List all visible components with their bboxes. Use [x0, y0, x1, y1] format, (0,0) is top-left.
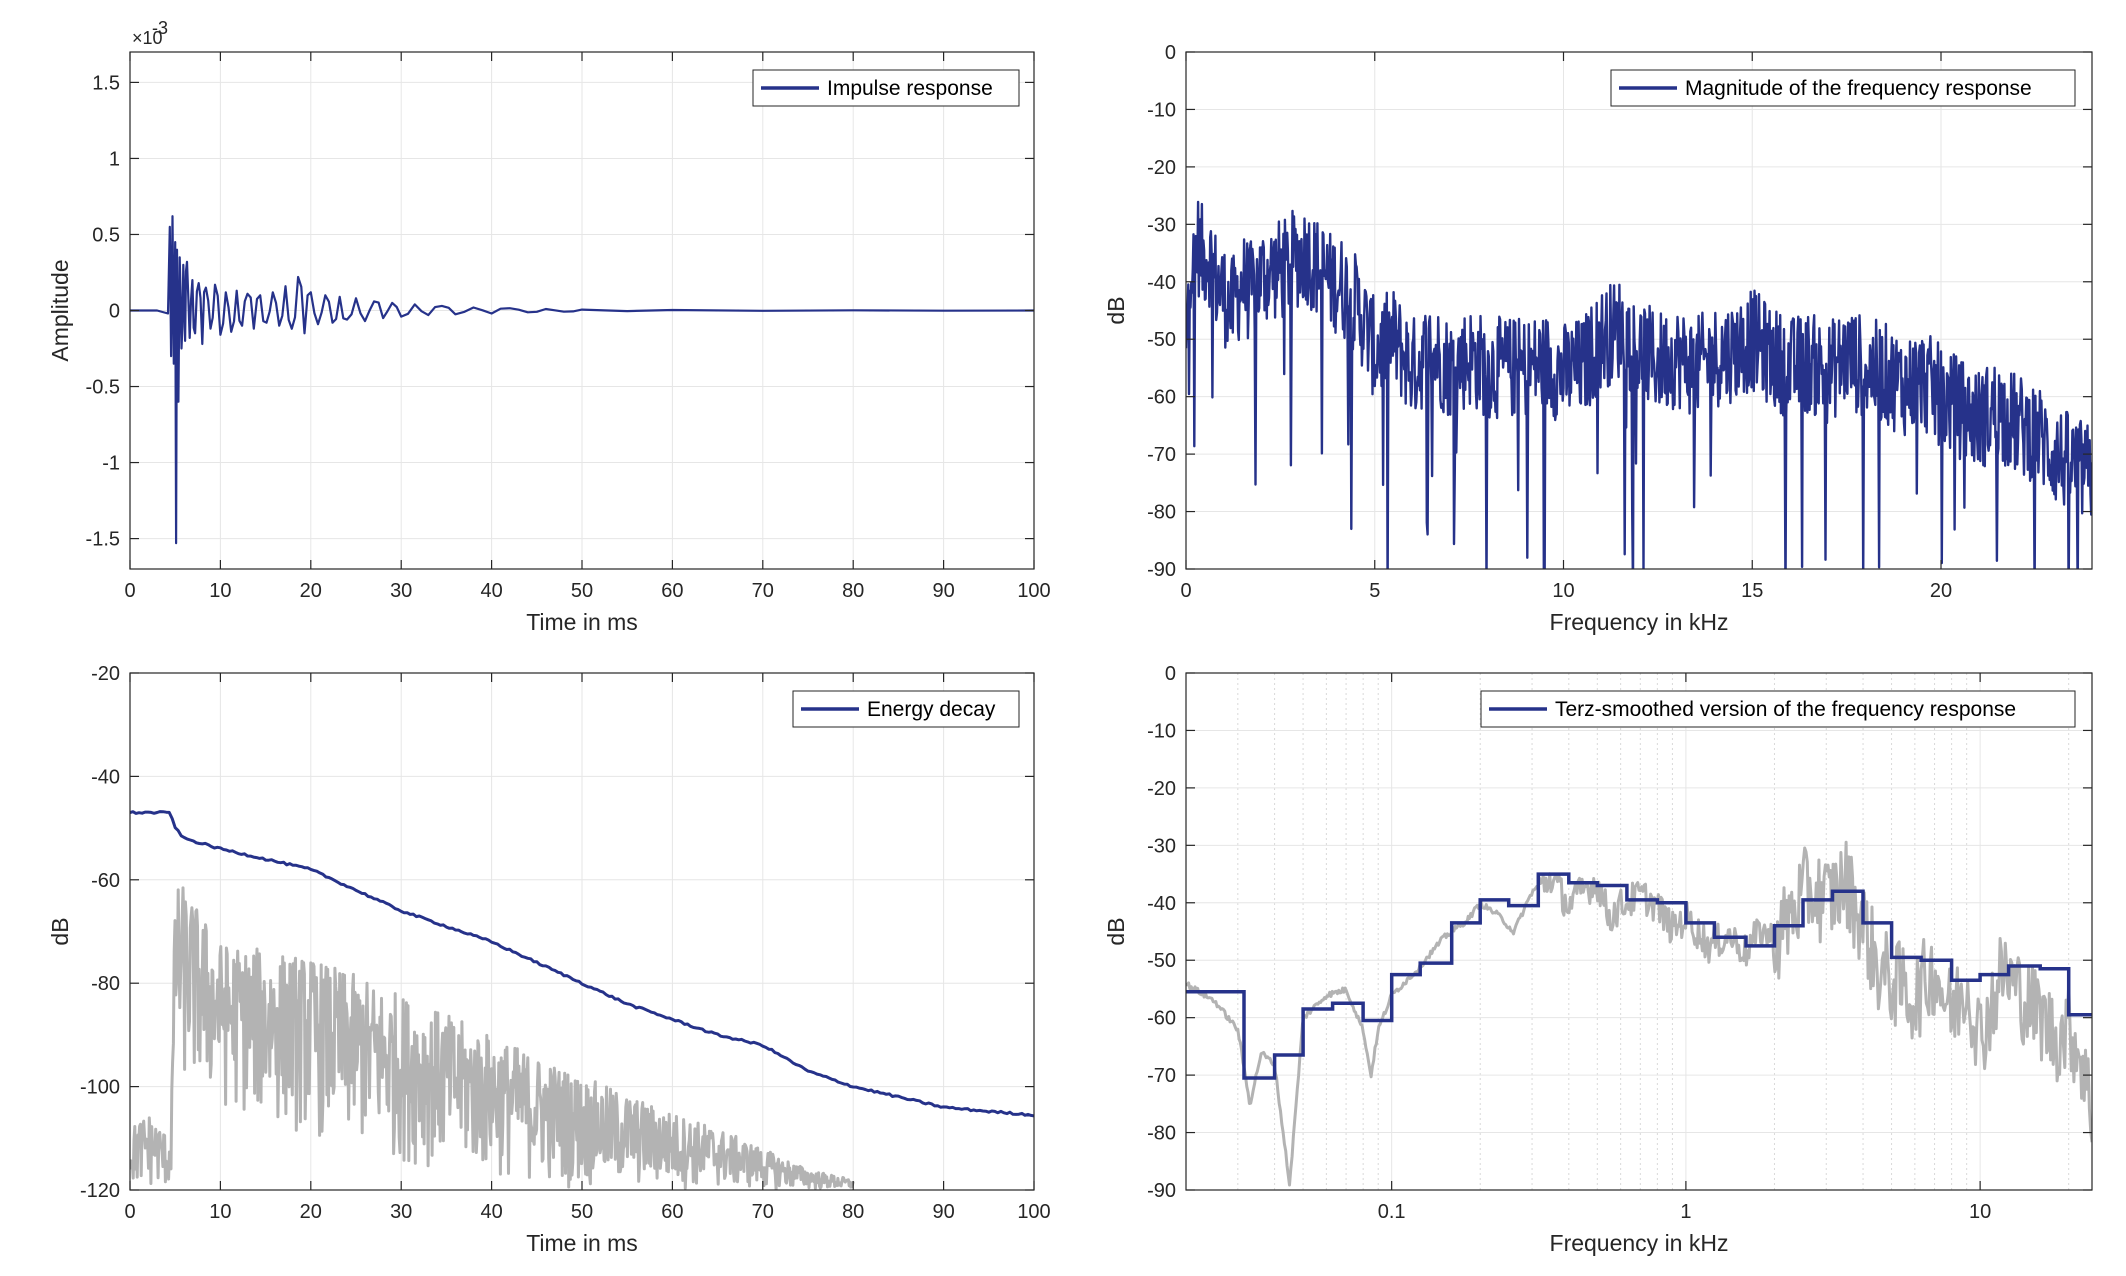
energy-x-tick-label: 30 [390, 1201, 412, 1223]
energy-x-tick-label: 80 [842, 1201, 864, 1223]
impulse-x-tick-label: 70 [752, 580, 774, 602]
impulse-y-tick-label: 1 [109, 148, 120, 170]
impulse-y-tick-label: 1.5 [92, 72, 120, 94]
impulse-x-tick-label: 20 [300, 580, 322, 602]
terz-y-tick-label: -70 [1147, 1065, 1176, 1087]
magnitude-x-tick-label: 20 [1930, 580, 1952, 602]
energy-x-tick-label: 50 [571, 1201, 593, 1223]
magnitude-legend-label: Magnitude of the frequency response [1685, 77, 2032, 100]
terz-y-tick-label: -50 [1147, 950, 1176, 972]
energy-y-tick-label: -80 [91, 973, 120, 995]
energy-x-tick-label: 90 [932, 1201, 954, 1223]
energy-y-tick-label: -20 [91, 663, 120, 685]
terz-legend-label: Terz-smoothed version of the frequency r… [1555, 698, 2016, 721]
impulse-x-axis-label: Time in ms [526, 609, 638, 635]
energy-x-tick-label: 10 [209, 1201, 231, 1223]
impulse-y-tick-label: -1.5 [86, 529, 120, 551]
magnitude-y-tick-label: -20 [1147, 157, 1176, 179]
magnitude-y-tick-label: -40 [1147, 272, 1176, 294]
magnitude-y-tick-label: -30 [1147, 214, 1176, 236]
terz-y-tick-label: 0 [1165, 663, 1176, 685]
impulse-y-axis-label: Amplitude [47, 259, 73, 361]
terz-y-tick-label: -20 [1147, 778, 1176, 800]
impulse-legend: Impulse response [753, 70, 1019, 106]
magnitude-x-tick-label: 5 [1369, 580, 1380, 602]
energy-x-tick-label: 70 [752, 1201, 774, 1223]
impulse-x-tick-label: 100 [1017, 580, 1050, 602]
magnitude-x-tick-label: 10 [1552, 580, 1574, 602]
terz-legend: Terz-smoothed version of the frequency r… [1481, 691, 2075, 727]
magnitude-legend: Magnitude of the frequency response [1611, 70, 2075, 106]
impulse-legend-label: Impulse response [827, 77, 993, 100]
magnitude-y-tick-label: -90 [1147, 559, 1176, 581]
terz-x-tick-label: 1 [1680, 1201, 1691, 1223]
terz-y-tick-label: -10 [1147, 720, 1176, 742]
impulse-x-tick-label: 50 [571, 580, 593, 602]
energy-x-tick-label: 100 [1017, 1201, 1050, 1223]
impulse-x-tick-label: 90 [932, 580, 954, 602]
terz-x-tick-label: 10 [1969, 1201, 1991, 1223]
magnitude-y-axis-label: dB [1103, 296, 1129, 324]
magnitude-x-tick-label: 15 [1741, 580, 1763, 602]
impulse-x-tick-label: 10 [209, 580, 231, 602]
impulse-y-tick-label: 0.5 [92, 224, 120, 246]
magnitude-y-tick-label: -50 [1147, 329, 1176, 351]
impulse-x-tick-label: 0 [124, 580, 135, 602]
energy-y-tick-label: -120 [80, 1180, 120, 1202]
energy-y-tick-label: -40 [91, 766, 120, 788]
magnitude-x-axis-label: Frequency in kHz [1550, 609, 1729, 635]
impulse-x-tick-label: 60 [661, 580, 683, 602]
impulse-exponent-power: -3 [152, 18, 168, 38]
energy-x-tick-label: 40 [480, 1201, 502, 1223]
terz-x-tick-label: 0.1 [1378, 1201, 1406, 1223]
energy-x-tick-label: 60 [661, 1201, 683, 1223]
magnitude-x-tick-label: 0 [1180, 580, 1191, 602]
energy-x-axis-label: Time in ms [526, 1230, 638, 1256]
impulse-x-tick-label: 80 [842, 580, 864, 602]
magnitude-y-tick-label: -10 [1147, 99, 1176, 121]
magnitude-y-tick-label: -60 [1147, 387, 1176, 409]
terz-y-tick-label: -80 [1147, 1123, 1176, 1145]
terz-x-axis-label: Frequency in kHz [1550, 1230, 1729, 1256]
terz-y-tick-label: -30 [1147, 835, 1176, 857]
terz-y-tick-label: -60 [1147, 1008, 1176, 1030]
terz-y-tick-label: -90 [1147, 1180, 1176, 1202]
energy-x-tick-label: 0 [124, 1201, 135, 1223]
magnitude-y-tick-label: -70 [1147, 444, 1176, 466]
magnitude-y-tick-label: -80 [1147, 502, 1176, 524]
impulse-y-tick-label: -0.5 [86, 377, 120, 399]
impulse-y-tick-label: -1 [102, 453, 120, 475]
energy-y-axis-label: dB [47, 917, 73, 945]
impulse-y-tick-label: 0 [109, 301, 120, 323]
energy-y-tick-label: -60 [91, 870, 120, 892]
terz-y-axis-label: dB [1103, 917, 1129, 945]
energy-x-tick-label: 20 [300, 1201, 322, 1223]
magnitude-y-tick-label: 0 [1165, 42, 1176, 64]
impulse-x-tick-label: 40 [480, 580, 502, 602]
energy-legend: Energy decay [793, 691, 1019, 727]
terz-y-tick-label: -40 [1147, 893, 1176, 915]
energy-legend-label: Energy decay [867, 698, 996, 721]
impulse-x-tick-label: 30 [390, 580, 412, 602]
energy-y-tick-label: -100 [80, 1077, 120, 1099]
